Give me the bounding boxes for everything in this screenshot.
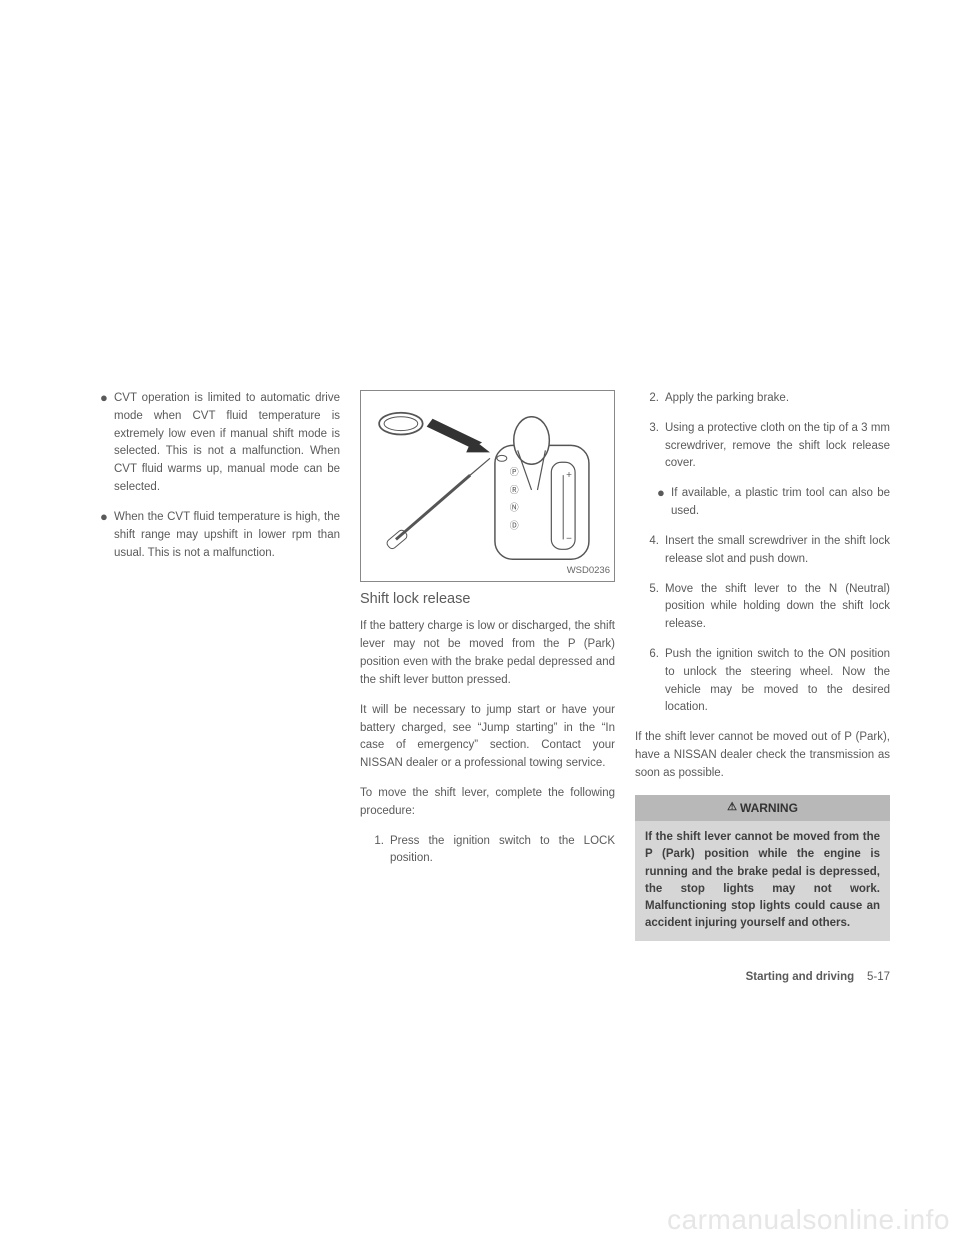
svg-text:−: −: [566, 533, 572, 544]
step-number: 6.: [643, 646, 665, 717]
step-number: 2.: [643, 390, 665, 408]
paragraph: If the battery charge is low or discharg…: [360, 618, 615, 689]
page-footer: Starting and driving 5-17: [635, 969, 890, 987]
footer-page: 5-17: [867, 971, 890, 983]
step-item: 3. Using a protective cloth on the tip o…: [643, 420, 890, 473]
column-3: 2. Apply the parking brake. 3. Using a p…: [635, 390, 890, 987]
step-text: Using a protective cloth on the tip of a…: [665, 420, 890, 473]
svg-text:Ⓝ: Ⓝ: [510, 503, 519, 513]
step-number: 3.: [643, 420, 665, 473]
step-text: Insert the small screwdriver in the shif…: [665, 533, 890, 569]
paragraph: It will be necessary to jump start or ha…: [360, 702, 615, 773]
column-2: + − Ⓟ Ⓡ Ⓝ Ⓓ WSD0236 Shift lock release I…: [360, 390, 615, 987]
footer-section: Starting and driving: [746, 971, 855, 983]
subheading-shift-lock: Shift lock release: [360, 588, 615, 610]
bullet-icon: ●: [100, 390, 114, 497]
step-item: 2. Apply the parking brake.: [643, 390, 890, 408]
step-text: Push the ignition switch to the ON posit…: [665, 646, 890, 717]
bullet-item: ● CVT operation is limited to automatic …: [100, 390, 340, 497]
svg-text:Ⓡ: Ⓡ: [510, 485, 519, 495]
paragraph: To move the shift lever, complete the fo…: [360, 785, 615, 821]
shift-diagram-icon: + − Ⓟ Ⓡ Ⓝ Ⓓ: [361, 391, 614, 581]
warning-header: ⚠ WARNING: [635, 795, 890, 822]
step-number: 4.: [643, 533, 665, 569]
figure-id: WSD0236: [567, 564, 610, 579]
step-item: 6. Push the ignition switch to the ON po…: [643, 646, 890, 717]
warning-body: If the shift lever cannot be moved from …: [635, 821, 890, 941]
warning-box: ⚠ WARNING If the shift lever cannot be m…: [635, 795, 890, 941]
step-text: Move the shift lever to the N (Neutral) …: [665, 581, 890, 634]
warning-title: WARNING: [740, 799, 798, 818]
bullet-icon: ●: [657, 485, 671, 521]
step-item: 1. Press the ignition switch to the LOCK…: [368, 833, 615, 869]
bullet-icon: ●: [100, 509, 114, 562]
bullet-text: If available, a plastic trim tool can al…: [671, 485, 890, 521]
step-item: 4. Insert the small screwdriver in the s…: [643, 533, 890, 569]
step-text: Press the ignition switch to the LOCK po…: [390, 833, 615, 869]
bullet-item: ● When the CVT fluid temperature is high…: [100, 509, 340, 562]
column-1: ● CVT operation is limited to automatic …: [100, 390, 340, 987]
step-number: 1.: [368, 833, 390, 869]
sub-bullet-item: ● If available, a plastic trim tool can …: [657, 485, 890, 521]
page-content: ● CVT operation is limited to automatic …: [0, 0, 960, 987]
step-item: 5. Move the shift lever to the N (Neutra…: [643, 581, 890, 634]
paragraph: If the shift lever cannot be moved out o…: [635, 729, 890, 782]
svg-text:Ⓓ: Ⓓ: [510, 521, 519, 531]
step-number: 5.: [643, 581, 665, 634]
figure-shift-lock: + − Ⓟ Ⓡ Ⓝ Ⓓ WSD0236: [360, 390, 615, 582]
bullet-text: When the CVT fluid temperature is high, …: [114, 509, 340, 562]
step-text: Apply the parking brake.: [665, 390, 890, 408]
bullet-text: CVT operation is limited to automatic dr…: [114, 390, 340, 497]
svg-text:+: +: [566, 470, 572, 481]
watermark: carmanualsonline.info: [667, 1204, 950, 1236]
svg-text:Ⓟ: Ⓟ: [510, 467, 519, 477]
warning-icon: ⚠: [727, 799, 737, 816]
